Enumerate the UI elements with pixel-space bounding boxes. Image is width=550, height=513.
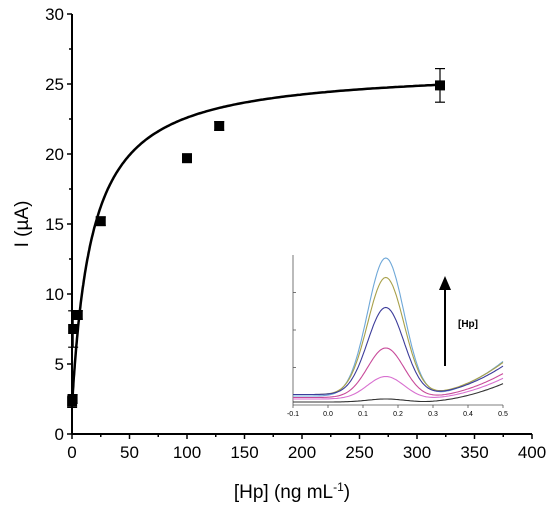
inset-series-line xyxy=(293,306,504,396)
inset-x-tick-label: 0.2 xyxy=(393,411,403,418)
inset-x-tick-label: 0.3 xyxy=(428,411,438,418)
inset-series-line xyxy=(293,375,504,400)
x-axis-title-close: ) xyxy=(344,482,350,503)
inset-x-tick-label: 0.5 xyxy=(498,411,508,418)
data-point xyxy=(214,121,225,131)
x-tick-label: 150 xyxy=(230,443,258,462)
x-axis-title-sup: -1 xyxy=(333,480,344,494)
inset-x-tick-label: -0.1 xyxy=(287,411,299,418)
data-point xyxy=(95,216,106,227)
inset-series-line xyxy=(293,257,504,397)
inset-arrow-head xyxy=(439,276,451,290)
x-tick-label: 50 xyxy=(120,443,139,462)
inset-annotation: [Hp] xyxy=(458,319,478,330)
y-tick-label: 25 xyxy=(45,75,64,94)
fit-curve xyxy=(70,83,441,406)
x-tick-label: 350 xyxy=(460,443,488,462)
x-tick-label: 400 xyxy=(518,443,546,462)
x-tick-label: 200 xyxy=(288,443,316,462)
y-tick-label: 15 xyxy=(45,215,64,234)
x-tick-label: 250 xyxy=(345,443,373,462)
data-point xyxy=(435,80,445,91)
data-point xyxy=(72,310,83,320)
data-point xyxy=(67,394,78,404)
inset-plot: -0.1 0.0 0.1 0.2 0.3 0.4 0.5 [Hp] xyxy=(287,255,508,418)
inset-series-line xyxy=(293,347,504,399)
y-tick-label: 0 xyxy=(55,425,64,444)
x-tick-label: 0 xyxy=(67,443,76,462)
data-point xyxy=(182,153,192,164)
inset-x-tick-label: 0.0 xyxy=(323,411,333,418)
data-point xyxy=(68,324,79,334)
x-tick-label: 100 xyxy=(173,443,201,462)
y-tick-label: 10 xyxy=(45,285,64,304)
inset-x-tick-label: 0.1 xyxy=(358,411,368,418)
y-axis-title: I (µA) xyxy=(12,201,33,248)
y-tick-label: 5 xyxy=(55,355,64,374)
y-tick-label: 30 xyxy=(45,5,64,24)
x-tick-label: 300 xyxy=(403,443,431,462)
inset-x-tick-label: 0.4 xyxy=(463,411,473,418)
inset-background xyxy=(293,255,503,405)
y-tick-label: 20 xyxy=(45,145,64,164)
x-axis-title: [Hp] (ng mL-1) xyxy=(234,480,350,503)
inset-series-line xyxy=(293,383,504,403)
x-axis-title-main: [Hp] (ng mL xyxy=(234,482,333,503)
main-plot: 0 50 100 150 200 250 300 350 400 0 5 10 15 20 25 30 [Hp]… xyxy=(12,5,546,503)
